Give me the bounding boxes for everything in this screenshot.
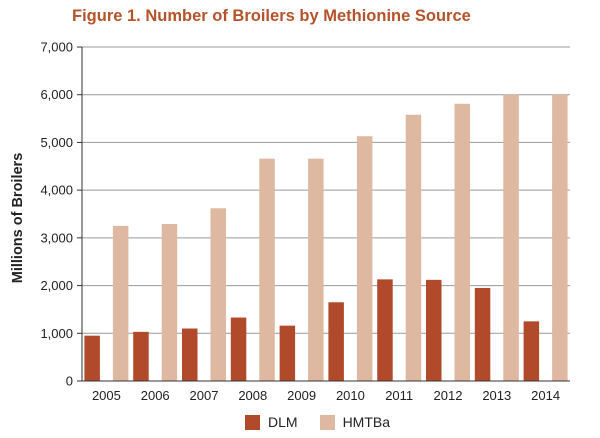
- bar-hmtba-2009: [308, 158, 324, 381]
- bar-hmtba-2010: [356, 136, 373, 381]
- x-tick-label: 2005: [92, 388, 121, 403]
- bar-dlm-2014: [523, 321, 540, 381]
- y-tick-label: 3,000: [40, 230, 73, 245]
- legend-label-dlm: DLM: [268, 414, 298, 430]
- x-tick-label: 2006: [141, 388, 170, 403]
- bar-hmtba-2012: [454, 103, 470, 381]
- bars: [84, 94, 568, 382]
- bar-hmtba-2006: [161, 224, 178, 381]
- x-tick-label: 2008: [238, 388, 267, 403]
- axes: 0 1,000 2,000 3,000 4,000 5,000 6,000 7,000 2005…: [40, 40, 570, 403]
- legend-item-hmtba: HMTBa: [319, 414, 391, 430]
- x-tick-label: 2014: [531, 388, 560, 403]
- bar-hmtba-2008: [259, 158, 275, 381]
- y-tick-label: 5,000: [40, 135, 73, 150]
- chart-title: Figure 1. Number of Broilers by Methioni…: [72, 7, 471, 25]
- legend-label-hmtba: HMTBa: [342, 414, 391, 430]
- bar-hmtba-2005: [112, 225, 129, 381]
- bar-dlm-2009: [279, 325, 296, 381]
- bar-dlm-2008: [230, 317, 247, 381]
- bar-hmtba-2013: [503, 94, 519, 381]
- y-tick-label: 7,000: [40, 40, 73, 55]
- x-tick-label: 2011: [385, 388, 413, 403]
- bar-hmtba-2007: [210, 208, 226, 381]
- bar-dlm-2013: [474, 287, 491, 381]
- bar-dlm-2012: [426, 279, 442, 381]
- bar-dlm-2010: [328, 302, 344, 381]
- bar-hmtba-2011: [405, 114, 422, 382]
- y-tick-label: 0: [66, 374, 73, 389]
- bar-hmtba-2014: [552, 94, 568, 381]
- y-tick-label: 6,000: [40, 87, 73, 102]
- x-tick-label: 2012: [434, 388, 463, 403]
- x-tick-label: 2007: [190, 388, 219, 403]
- x-tick-label: 2013: [482, 388, 511, 403]
- bar-dlm-2005: [84, 335, 100, 381]
- gridlines: [82, 46, 570, 334]
- x-tick-label: 2010: [336, 388, 365, 403]
- y-tick-label: 2,000: [40, 278, 73, 293]
- legend-swatch-hmtba: [319, 414, 335, 430]
- legend-item-dlm: DLM: [245, 414, 298, 430]
- legend-swatch-dlm: [245, 414, 260, 430]
- legend: DLM HMTBa: [245, 414, 412, 430]
- y-tick-label: 4,000: [40, 183, 73, 198]
- bar-dlm-2011: [377, 279, 393, 381]
- y-tick-label: 1,000: [40, 326, 73, 341]
- bar-dlm-2007: [182, 328, 198, 381]
- x-tick-label: 2009: [287, 388, 316, 403]
- y-axis-title: Millions of Broilers: [10, 153, 26, 284]
- bar-dlm-2006: [133, 331, 149, 381]
